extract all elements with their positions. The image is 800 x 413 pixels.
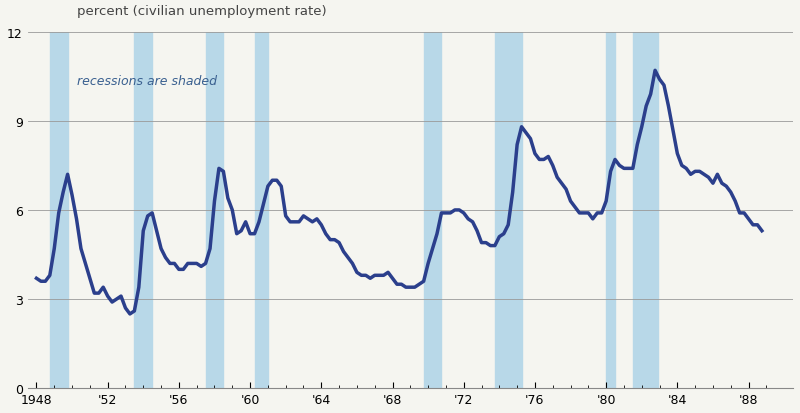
Bar xyxy=(495,33,522,388)
Bar xyxy=(606,33,615,388)
Bar xyxy=(134,33,152,388)
Bar xyxy=(50,33,68,388)
Text: percent (civilian unemployment rate): percent (civilian unemployment rate) xyxy=(78,5,327,19)
Text: recessions are shaded: recessions are shaded xyxy=(78,75,218,88)
Bar xyxy=(633,33,658,388)
Bar xyxy=(206,33,223,388)
Bar xyxy=(254,33,268,388)
Bar xyxy=(424,33,442,388)
